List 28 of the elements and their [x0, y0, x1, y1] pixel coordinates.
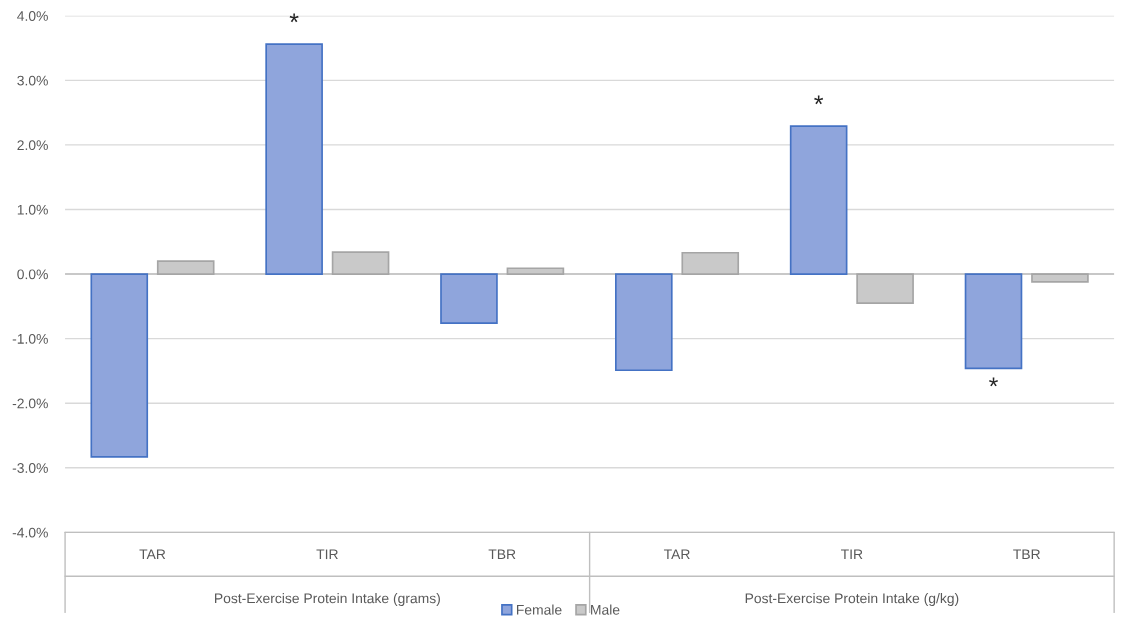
y-tick-label: -4.0%: [12, 527, 48, 538]
y-tick-label: -2.0%: [12, 398, 48, 409]
y-tick-label: 2.0%: [17, 140, 48, 151]
bar: [440, 273, 498, 324]
y-tick-label: -1.0%: [12, 333, 48, 344]
y-tick-label: 4.0%: [17, 11, 48, 21]
y-tick-label: -3.0%: [12, 463, 48, 473]
legend-label: Female: [516, 604, 562, 615]
bar: [265, 43, 323, 275]
y-tick-label: 3.0%: [17, 75, 48, 86]
data-label: *: [289, 13, 299, 23]
bar: [90, 273, 149, 458]
bar: [615, 273, 673, 372]
bar: [789, 125, 848, 275]
data-label: *: [814, 95, 824, 105]
text: Post-Exercise Protein Intake (g/kg): [745, 593, 959, 606]
bar: [964, 273, 1023, 370]
x-tick-label: TBR: [488, 549, 516, 560]
legend-label: Male: [591, 604, 620, 615]
data-label: *: [989, 377, 998, 387]
x-tick-label: TIR: [841, 549, 863, 560]
y-tick-label: 1.0%: [17, 204, 48, 215]
x-tick-label: TAR: [663, 549, 690, 560]
text: Post-Exercise Protein Intake (grams): [215, 593, 440, 606]
y-tick-label: 0.0%: [17, 269, 48, 280]
x-tick-label: TAR: [139, 549, 166, 560]
x-tick-label: TIR: [316, 549, 338, 560]
x-tick-label: TBR: [1013, 549, 1040, 560]
